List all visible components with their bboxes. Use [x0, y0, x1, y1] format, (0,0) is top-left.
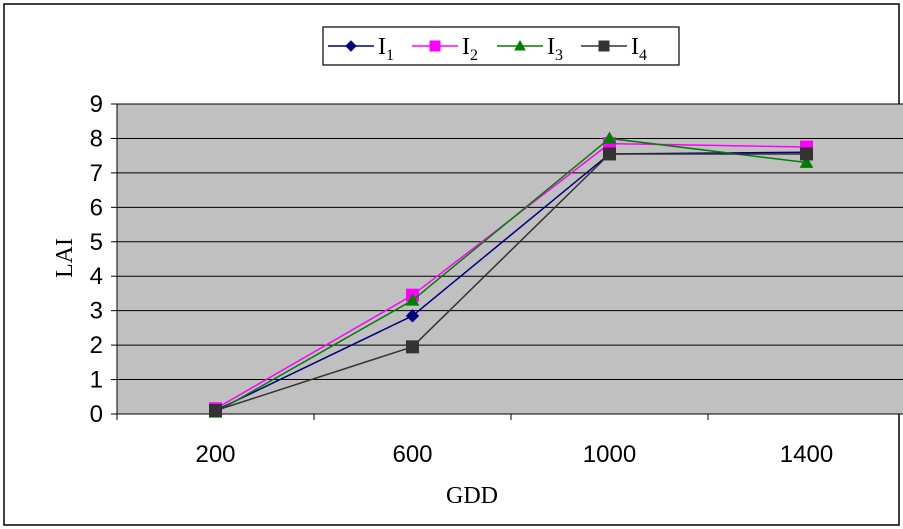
series-line — [215, 137, 807, 413]
y-axis-ticks: 0 1 2 3 4 5 6 7 8 9 — [90, 91, 117, 428]
data-point-square — [406, 340, 419, 354]
y-tick-label: 8 — [90, 125, 103, 152]
y-tick-label: 5 — [90, 229, 103, 256]
legend-entry: I4 — [581, 34, 647, 64]
series-4 — [209, 147, 813, 418]
data-point-diamond — [405, 309, 420, 323]
legend-entry: I3 — [497, 34, 563, 64]
legend-label: I3 — [547, 34, 563, 64]
legend-label: I1 — [378, 34, 394, 64]
y-axis-title: LAI — [52, 238, 78, 278]
y-tick-label: 6 — [90, 194, 103, 221]
y-tick-label: 4 — [90, 263, 103, 290]
gridlines — [117, 103, 903, 381]
data-point-triangle — [799, 155, 814, 168]
data-point-square — [429, 40, 441, 52]
legend-entry: I1 — [328, 34, 394, 64]
y-tick-label: 2 — [90, 332, 103, 359]
x-axis-title: GDD — [446, 483, 498, 509]
series-line — [215, 151, 807, 412]
x-tick-label: 1400 — [780, 441, 833, 468]
legend-label-subscript: 3 — [555, 47, 563, 64]
legend-label-subscript: 1 — [386, 47, 394, 64]
y-tick-label: 9 — [90, 91, 103, 118]
data-point-square — [800, 147, 813, 161]
legend-label-subscript: 2 — [470, 47, 478, 64]
data-point-square — [603, 147, 616, 161]
legend-label: I4 — [631, 34, 647, 64]
data-point-triangle — [514, 39, 526, 51]
legend-entry: I2 — [412, 34, 478, 64]
series-group — [208, 131, 814, 418]
data-point-square — [598, 40, 610, 52]
data-point-diamond — [345, 40, 357, 52]
x-axis-ticks: 200 600 1000 1400 — [116, 414, 833, 468]
series-line — [215, 153, 807, 412]
y-tick-label: 1 — [90, 367, 103, 394]
legend-label-main: I — [631, 34, 639, 60]
y-tick-label: 3 — [90, 298, 103, 325]
legend-label-main: I — [462, 34, 470, 60]
data-point-triangle — [405, 293, 420, 306]
data-point-triangle — [602, 131, 617, 144]
x-tick-label: 200 — [195, 441, 235, 468]
data-point-square — [209, 404, 222, 418]
legend-label: I2 — [462, 34, 478, 64]
y-tick-label: 7 — [90, 160, 103, 187]
x-tick-label: 600 — [392, 441, 432, 468]
y-tick-label: 0 — [90, 401, 103, 428]
x-tick-label: 1000 — [583, 441, 636, 468]
legend-label-main: I — [378, 34, 386, 60]
legend-label-subscript: 4 — [639, 47, 647, 64]
plot-area — [117, 104, 903, 414]
legend-label-main: I — [547, 34, 555, 60]
legend: I1 I2 I3 I4 — [322, 26, 680, 66]
